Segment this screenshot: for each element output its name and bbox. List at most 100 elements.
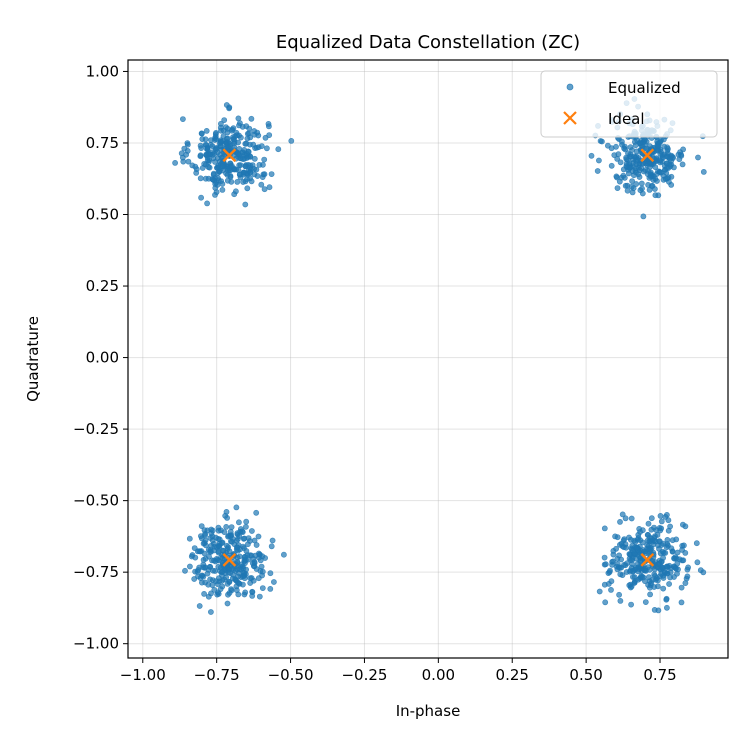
equalized-point <box>280 551 287 558</box>
equalized-point <box>204 200 210 207</box>
equalized-point <box>637 187 644 194</box>
equalized-point <box>215 177 222 184</box>
equalized-point <box>198 145 205 151</box>
equalized-point <box>617 519 623 525</box>
equalized-point <box>619 511 626 518</box>
equalized-point <box>620 537 627 544</box>
equalized-point <box>682 580 689 586</box>
equalized-point <box>189 162 196 169</box>
equalized-point <box>657 157 663 164</box>
equalized-point <box>243 140 250 147</box>
equalized-point <box>255 575 262 582</box>
equalized-point <box>648 515 655 522</box>
equalized-point <box>684 566 691 573</box>
equalized-point <box>664 512 670 518</box>
equalized-point <box>197 175 204 182</box>
equalized-point <box>635 568 642 575</box>
equalized-point <box>213 136 220 142</box>
equalized-point <box>617 571 624 578</box>
equalized-point <box>232 568 239 574</box>
equalized-point <box>666 581 672 587</box>
equalized-point <box>237 134 244 141</box>
equalized-point <box>629 178 635 184</box>
equalized-point <box>267 586 274 592</box>
equalized-point <box>253 166 260 173</box>
equalized-point <box>665 517 672 524</box>
equalized-point <box>667 155 673 162</box>
equalized-point <box>646 578 653 585</box>
equalized-point <box>619 141 625 148</box>
equalized-point <box>645 181 651 188</box>
equalized-point <box>667 574 673 581</box>
equalized-point <box>617 598 624 604</box>
equalized-point <box>221 529 228 535</box>
equalized-point <box>602 599 609 606</box>
equalized-point <box>633 181 640 187</box>
equalized-point <box>671 164 677 171</box>
equalized-point <box>202 542 209 549</box>
equalized-point <box>622 146 629 153</box>
y-tick-label: 0.50 <box>86 206 119 224</box>
legend-box <box>540 70 718 138</box>
equalized-point <box>667 523 673 530</box>
equalized-point <box>212 158 218 165</box>
y-tick-label: 1.00 <box>86 62 119 80</box>
equalized-point <box>225 591 231 598</box>
equalized-point <box>646 174 653 181</box>
equalized-point <box>212 578 219 584</box>
equalized-point <box>680 557 687 564</box>
equalized-point <box>639 160 646 167</box>
equalized-point <box>664 604 670 611</box>
equalized-point <box>658 169 665 176</box>
equalized-point <box>227 143 234 149</box>
equalized-point <box>212 534 219 541</box>
equalized-point <box>254 129 261 136</box>
y-tick-label: −0.75 <box>73 563 119 581</box>
equalized-point <box>631 550 638 557</box>
equalized-point <box>657 151 664 157</box>
legend-equalized-label: Equalized <box>608 79 681 97</box>
equalized-point <box>232 577 239 583</box>
equalized-point <box>248 115 255 122</box>
equalized-point <box>636 140 643 146</box>
equalized-point <box>632 138 638 145</box>
equalized-point <box>648 526 655 533</box>
equalized-point <box>630 567 637 574</box>
equalized-point <box>197 152 204 159</box>
ideal-markers <box>222 148 655 567</box>
equalized-point <box>202 555 209 562</box>
equalized-point <box>623 163 630 169</box>
equalized-point <box>204 570 211 577</box>
x-axis-label: In-phase <box>396 702 461 720</box>
equalized-point <box>247 175 253 182</box>
plot-frame <box>127 59 729 659</box>
equalized-point <box>241 591 248 598</box>
equalized-point <box>617 541 623 548</box>
equalized-point <box>247 580 254 586</box>
equalized-point <box>233 587 240 594</box>
equalized-point <box>607 567 613 574</box>
equalized-point <box>681 542 687 549</box>
equalized-point <box>218 127 224 134</box>
equalized-point <box>614 561 621 568</box>
equalized-point <box>674 560 681 567</box>
equalized-point <box>220 547 227 554</box>
legend-ideal-label: Ideal <box>608 110 645 128</box>
equalized-point <box>608 587 614 593</box>
equalized-point <box>673 565 679 572</box>
equalized-point <box>234 544 241 551</box>
equalized-point <box>237 162 244 168</box>
equalized-point <box>594 168 601 174</box>
equalized-point <box>652 192 659 199</box>
x-tick-label: −0.75 <box>194 666 240 684</box>
equalized-point <box>234 178 241 185</box>
equalized-point <box>643 568 649 574</box>
equalized-point <box>634 156 641 163</box>
equalized-point <box>629 147 635 153</box>
equalized-point <box>628 153 635 160</box>
equalized-point <box>671 555 677 562</box>
equalized-point <box>193 169 200 176</box>
equalized-point <box>596 157 602 164</box>
equalized-point <box>222 140 228 147</box>
